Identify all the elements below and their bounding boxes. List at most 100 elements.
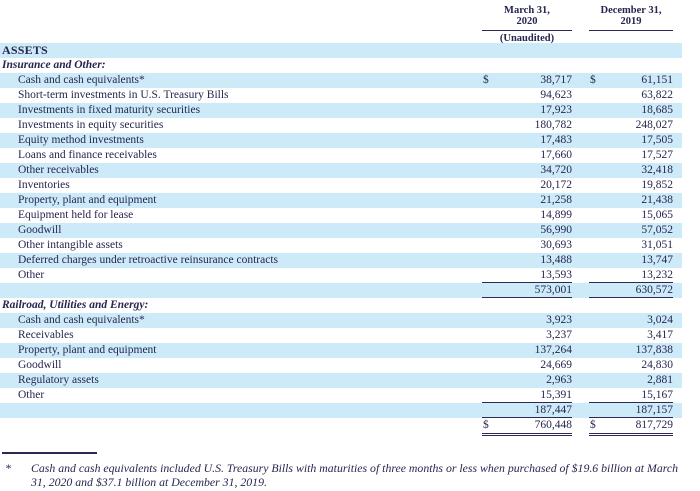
row-label: Loans and finance receivables (18, 149, 157, 161)
value-2020: 94,623 (482, 88, 572, 103)
value-2020 (482, 298, 572, 313)
amount: 94,623 (540, 89, 572, 101)
value-2019: 3,024 (589, 313, 673, 328)
value-2020: 24,669 (482, 358, 572, 373)
row-label: Equity method investments (18, 134, 144, 146)
amount: 13,747 (641, 254, 673, 266)
value-2019: 15,167 (589, 388, 673, 403)
table-row: Goodwill 24,669 24,830 (0, 358, 682, 373)
amount: 573,001 (534, 284, 572, 296)
value-2019: 21,438 (589, 193, 673, 208)
amount: 3,923 (546, 314, 572, 326)
row-label: Other (18, 269, 45, 281)
footnote: * Cash and cash equivalents included U.S… (0, 461, 700, 489)
amount: 187,157 (635, 404, 673, 416)
table-row: $760,448 $817,729 (0, 418, 682, 436)
value-2019: $61,151 (589, 73, 673, 88)
row-label: Investments in fixed maturity securities (18, 104, 201, 116)
row-label: Equipment held for lease (18, 209, 134, 221)
value-2019: $817,729 (589, 418, 673, 436)
value-2020 (482, 43, 572, 58)
footnote-text: Cash and cash equivalents included U.S. … (31, 461, 679, 490)
dollar-sign: $ (590, 419, 596, 431)
amount: 38,717 (540, 74, 572, 86)
value-2020: 13,488 (482, 253, 572, 268)
value-2020: 14,899 (482, 208, 572, 223)
dollar-sign: $ (483, 419, 489, 431)
row-label: Other intangible assets (18, 239, 123, 251)
amount: 137,838 (635, 344, 673, 356)
column-headers: March 31, 2020 December 31, 2019 (Unaudi… (0, 0, 682, 44)
amount: 63,822 (641, 89, 673, 101)
table-rows: ASSETS Insurance and Other: Cash and cash … (0, 43, 700, 436)
value-2020: 56,990 (482, 223, 572, 238)
table-row: Loans and finance receivables 17,660 17,52… (0, 148, 682, 163)
value-2020: 187,447 (482, 403, 572, 418)
amount: 13,593 (540, 269, 572, 281)
amount: 3,417 (647, 329, 673, 341)
value-2020: 2,963 (482, 373, 572, 388)
amount: 2,881 (647, 374, 673, 386)
value-2020: 17,483 (482, 133, 572, 148)
table-row: Other 15,391 15,167 (0, 388, 682, 403)
value-2020: 17,923 (482, 103, 572, 118)
amount: 3,024 (647, 314, 673, 326)
amount: 14,899 (540, 209, 572, 221)
value-2020: 30,693 (482, 238, 572, 253)
amount: 2,963 (546, 374, 572, 386)
table-row: Regulatory assets 2,963 2,881 (0, 373, 682, 388)
table-row: Investments in fixed maturity securities… (0, 103, 682, 118)
value-2019 (589, 298, 673, 313)
value-2019: 2,881 (589, 373, 673, 388)
value-2019 (589, 43, 673, 58)
value-2019: 57,052 (589, 223, 673, 238)
table-row: Property, plant and equipment 21,258 21,43… (0, 193, 682, 208)
amount: 17,505 (641, 134, 673, 146)
row-label: Property, plant and equipment (18, 344, 157, 356)
value-2019: 13,747 (589, 253, 673, 268)
amount: 18,685 (641, 104, 673, 116)
row-label: Receivables (18, 329, 74, 341)
unaudited-label: (Unaudited) (499, 33, 555, 44)
table-row: Railroad, Utilities and Energy: (0, 298, 682, 313)
amount: 13,488 (540, 254, 572, 266)
table-row: Short-term investments in U.S. Treasury … (0, 88, 682, 103)
table-row: Other 13,593 13,232 (0, 268, 682, 283)
amount: 15,167 (641, 389, 673, 401)
value-2020: 15,391 (482, 388, 572, 403)
value-2019: 19,852 (589, 178, 673, 193)
value-2019: 31,051 (589, 238, 673, 253)
amount: 30,693 (540, 239, 572, 251)
table-row: Cash and cash equivalents* 3,923 3,024 (0, 313, 682, 328)
row-label: Other receivables (18, 164, 99, 176)
table-row: Insurance and Other: (0, 58, 682, 73)
amount: 760,448 (534, 419, 572, 431)
row-label: Insurance and Other: (2, 59, 106, 71)
table-row: 573,001 630,572 (0, 283, 682, 298)
amount: 24,830 (641, 359, 673, 371)
row-label: Goodwill (18, 224, 62, 236)
value-2020: 180,782 (482, 118, 572, 133)
value-2020: $38,717 (482, 73, 572, 88)
amount: 248,027 (635, 119, 673, 131)
table-row: Inventories 20,172 19,852 (0, 178, 682, 193)
value-2019: 15,065 (589, 208, 673, 223)
row-label: Investments in equity securities (18, 119, 164, 131)
value-2019: 187,157 (589, 403, 673, 418)
table-row: Property, plant and equipment 137,264 137,… (0, 343, 682, 358)
table-row: Equity method investments 17,483 17,505 (0, 133, 682, 148)
amount: 21,438 (641, 194, 673, 206)
footnote-divider (2, 452, 97, 454)
amount: 19,852 (641, 179, 673, 191)
value-2020: 13,593 (482, 268, 572, 283)
dollar-sign: $ (590, 74, 596, 86)
row-label: Railroad, Utilities and Energy: (2, 299, 149, 311)
table-row: Equipment held for lease 14,899 15,065 (0, 208, 682, 223)
amount: 15,065 (641, 209, 673, 221)
row-label: Deferred charges under retroactive reins… (18, 254, 278, 266)
row-label: Cash and cash equivalents* (18, 74, 145, 86)
value-2020: 573,001 (482, 283, 572, 298)
value-2019: 63,822 (589, 88, 673, 103)
table-row: Other receivables 34,720 32,418 (0, 163, 682, 178)
